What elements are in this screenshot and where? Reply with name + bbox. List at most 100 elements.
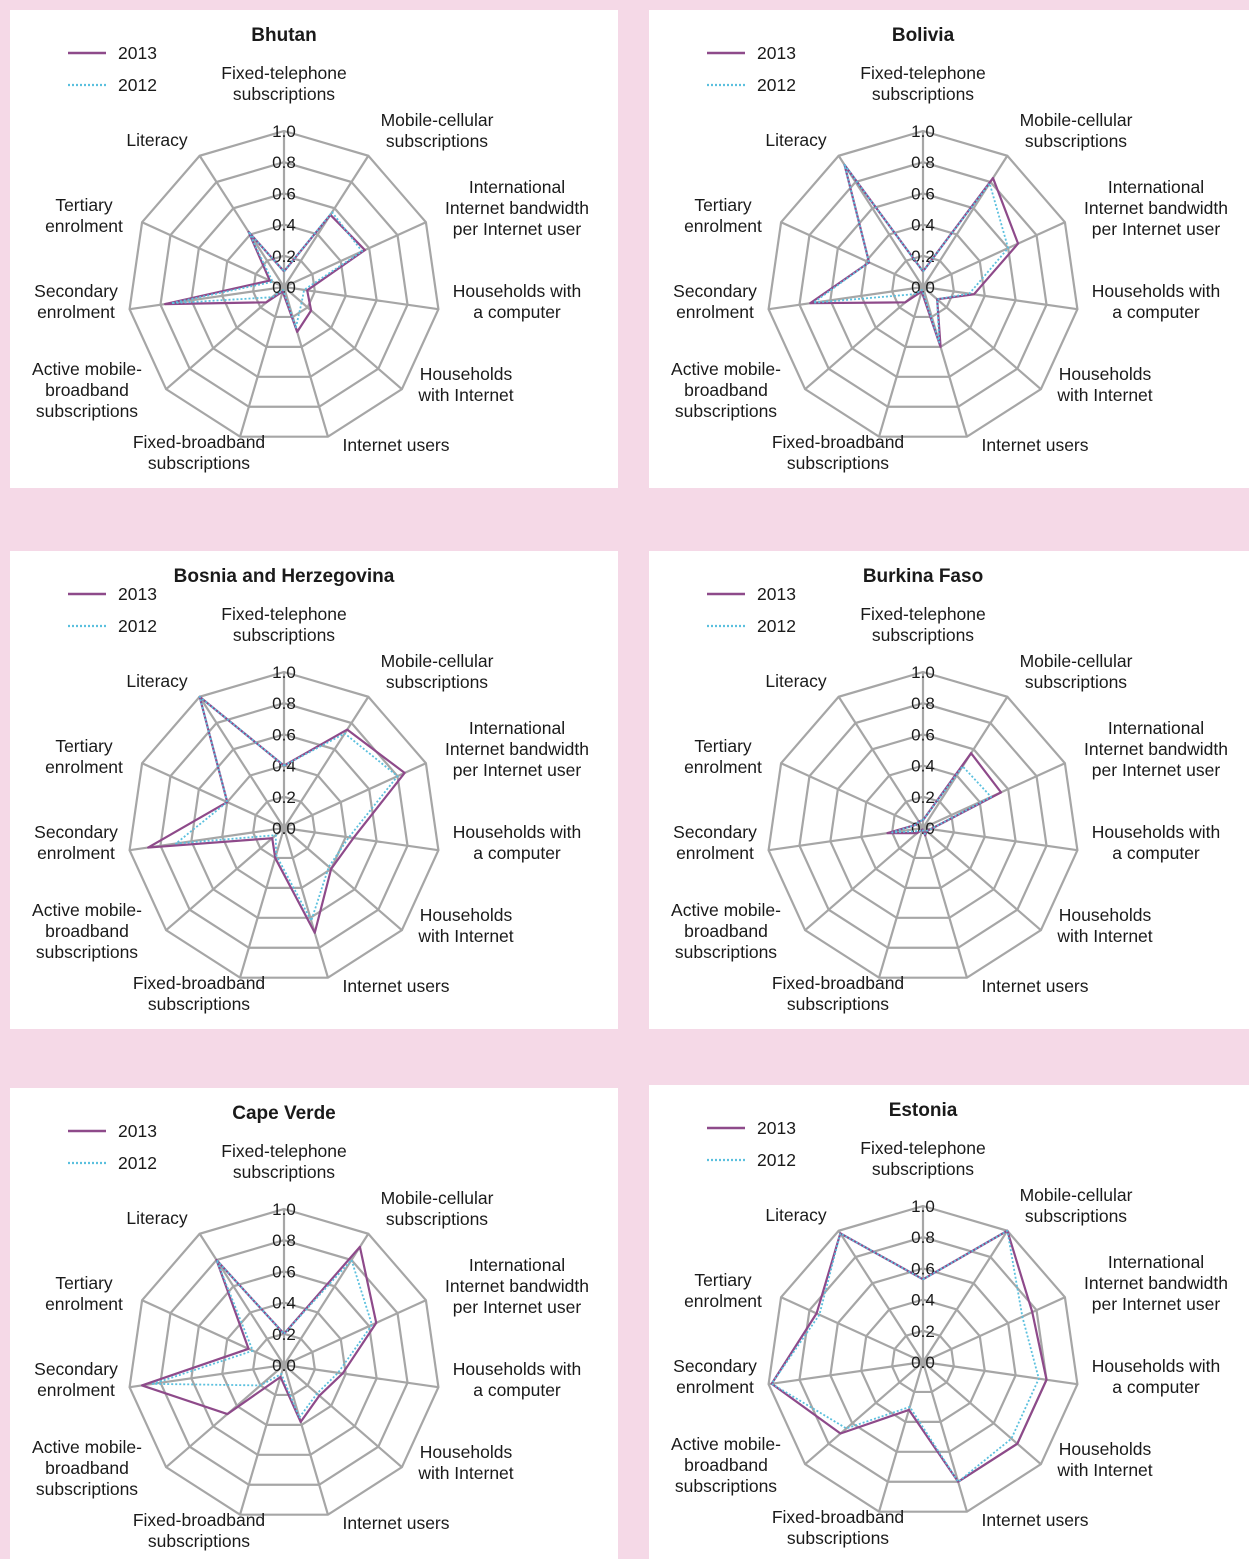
tick-label: 1.0 (272, 663, 296, 682)
grid-spoke (877, 827, 925, 978)
grid-ring (890, 795, 956, 860)
grid-spoke (283, 1364, 403, 1468)
axis-label: Households with Internet (417, 1442, 513, 1483)
grid-spoke (921, 1361, 969, 1512)
grid-ring (221, 1301, 347, 1426)
grid-ring (128, 1207, 440, 1516)
grid-spoke (283, 285, 439, 311)
axis-label: Fixed-telephone subscriptions (860, 1138, 986, 1179)
grid-ring (860, 764, 986, 889)
grid-spoke (922, 1360, 1078, 1386)
legend-label-2013: 2013 (757, 584, 796, 604)
series-2013-line (164, 213, 366, 334)
axis-label: Secondary enrolment (34, 1359, 118, 1400)
tick-label: 0.6 (911, 725, 935, 744)
chart-panel-estonia: 0.0 0.2 0.4 0.6 0.8 1.0 Fixed-telephone subscri… (649, 1085, 1249, 1559)
chart-title: Estonia (889, 1100, 958, 1121)
grid-spoke (780, 762, 924, 830)
grid-spoke (804, 827, 924, 931)
tick-label: 0.6 (272, 184, 296, 203)
tick-label: 0.0 (911, 1353, 935, 1372)
grid-ring (190, 192, 378, 378)
legend-label-2013: 2013 (757, 1118, 796, 1138)
axis-label: Fixed-broadband subscriptions (772, 1507, 904, 1548)
axis-label: Active mobile-broadband subscriptions (671, 359, 781, 421)
legend-label-2012: 2012 (118, 75, 157, 95)
axis-label: Active mobile-broadband subscriptions (32, 900, 142, 962)
grid-spoke (283, 696, 370, 829)
grid-ring (860, 223, 986, 348)
axis-label: Mobile-cellular subscriptions (1020, 1185, 1133, 1226)
axis-label: Households with Internet (1056, 364, 1152, 405)
axis-label: Households with a computer (1092, 281, 1220, 322)
grid-spoke (877, 286, 925, 437)
grid-spoke (141, 221, 285, 289)
grid-spoke (921, 286, 969, 437)
grid-spoke (768, 1360, 924, 1386)
grid-spoke (922, 1296, 1066, 1364)
grid-ring (190, 733, 378, 919)
chart-title: Cape Verde (232, 1103, 336, 1124)
grid-ring (128, 129, 440, 438)
tick-label: 0.4 (911, 216, 935, 235)
grid-ring (221, 764, 347, 889)
chart-title: Bolivia (892, 25, 955, 46)
axis-label: Internet users (982, 435, 1089, 455)
axis-label: Secondary enrolment (34, 822, 118, 863)
tick-label: 0.8 (272, 1231, 296, 1250)
grid-spoke (804, 286, 924, 390)
tick-label: 0.8 (911, 1228, 935, 1247)
grid-spoke (283, 826, 439, 852)
axis-label: Secondary enrolment (673, 281, 757, 322)
grid-ring (890, 254, 956, 319)
axis-label: International Internet bandwidth per Inter… (445, 718, 589, 780)
axis-label: Households with Internet (1056, 1439, 1152, 1480)
grid-spoke (165, 1364, 285, 1468)
grid-spoke (238, 827, 286, 978)
grid-ring (798, 161, 1048, 408)
grid-spoke (283, 827, 403, 931)
axis-label: Households with a computer (453, 281, 581, 322)
grid-spoke (283, 1233, 370, 1366)
chart-title: Bhutan (251, 25, 316, 46)
grid-spoke (238, 1364, 286, 1515)
grid-ring (128, 670, 440, 979)
axis-label: Literacy (126, 130, 188, 150)
grid-spoke (804, 1361, 924, 1465)
axis-label: Households with Internet (1056, 905, 1152, 946)
grid-spoke (768, 826, 924, 852)
grid-spoke (283, 221, 427, 289)
axis-label: Mobile-cellular subscriptions (1020, 110, 1133, 151)
axis-label: Mobile-cellular subscriptions (381, 1188, 494, 1229)
tick-label: 0.2 (272, 788, 296, 807)
axis-label: Fixed-broadband subscriptions (772, 973, 904, 1014)
axis-label: Internet users (343, 1513, 450, 1533)
grid-spoke (921, 827, 969, 978)
tick-label: 1.0 (272, 122, 296, 141)
chart-title: Burkina Faso (863, 566, 983, 587)
grid-spoke (922, 1230, 1009, 1363)
axis-label: Tertiary enrolment (684, 736, 762, 777)
tick-label: 0.8 (911, 153, 935, 172)
axis-label: Literacy (126, 671, 188, 691)
axis-label: Literacy (765, 130, 827, 150)
axis-label: Internet users (343, 976, 450, 996)
legend-label-2013: 2013 (118, 43, 157, 63)
grid-spoke (922, 827, 1042, 931)
legend-label-2012: 2012 (118, 616, 157, 636)
series-2012-line (151, 1259, 373, 1419)
axis-label: Fixed-telephone subscriptions (221, 1141, 347, 1182)
grid-spoke (768, 285, 924, 311)
axis-label: Active mobile-broadband subscriptions (32, 359, 142, 421)
series-2013-line (886, 752, 1003, 837)
grid-spoke (780, 221, 924, 289)
tick-label: 0.2 (911, 1322, 935, 1341)
axis-label: Active mobile-broadband subscriptions (671, 900, 781, 962)
tick-label: 0.6 (272, 1262, 296, 1281)
chart-panel-cape-verde: 0.0 0.2 0.4 0.6 0.8 1.0 Fixed-telephone subscri… (10, 1088, 618, 1559)
tick-label: 1.0 (272, 1200, 296, 1219)
axis-label: Secondary enrolment (673, 1356, 757, 1397)
grid-ring (251, 254, 317, 319)
